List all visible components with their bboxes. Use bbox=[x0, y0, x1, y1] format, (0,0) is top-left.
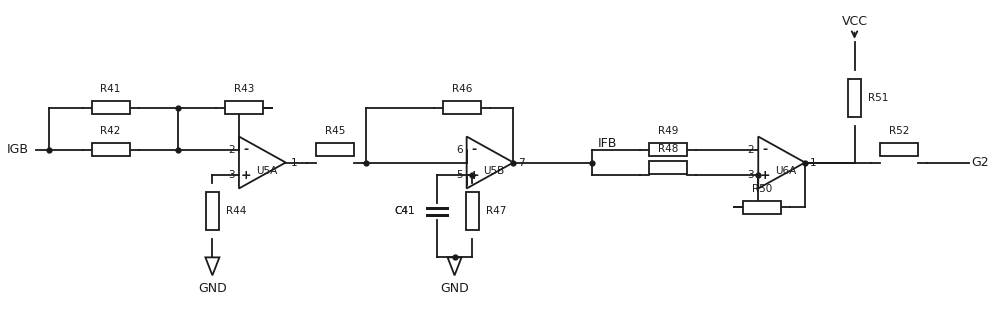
Text: 2: 2 bbox=[228, 144, 235, 155]
Text: IFB: IFB bbox=[598, 137, 617, 149]
Text: -: - bbox=[243, 143, 249, 156]
Text: R52: R52 bbox=[889, 126, 910, 136]
Text: +: + bbox=[468, 169, 479, 182]
Text: R48: R48 bbox=[658, 144, 678, 154]
Text: R47: R47 bbox=[486, 206, 506, 216]
Text: +: + bbox=[241, 169, 251, 182]
Text: C41: C41 bbox=[394, 206, 415, 216]
FancyBboxPatch shape bbox=[649, 143, 687, 156]
Text: +: + bbox=[760, 169, 771, 182]
Text: R50: R50 bbox=[752, 184, 772, 194]
Text: GND: GND bbox=[440, 282, 469, 295]
Text: R49: R49 bbox=[658, 126, 678, 136]
Text: U5A: U5A bbox=[256, 166, 277, 176]
FancyBboxPatch shape bbox=[225, 101, 263, 114]
Text: 1: 1 bbox=[291, 158, 297, 167]
FancyBboxPatch shape bbox=[649, 161, 687, 174]
Text: IGB: IGB bbox=[7, 143, 29, 156]
FancyBboxPatch shape bbox=[880, 143, 918, 156]
Text: R45: R45 bbox=[325, 126, 345, 136]
Text: R46: R46 bbox=[452, 84, 472, 94]
Text: -: - bbox=[763, 143, 768, 156]
Text: VCC: VCC bbox=[842, 15, 868, 28]
Text: 3: 3 bbox=[228, 170, 235, 181]
Text: 3: 3 bbox=[748, 170, 754, 181]
Text: 5: 5 bbox=[456, 170, 463, 181]
Text: 1: 1 bbox=[810, 158, 817, 167]
FancyBboxPatch shape bbox=[443, 101, 481, 114]
Text: U6A: U6A bbox=[775, 166, 796, 176]
FancyBboxPatch shape bbox=[848, 79, 861, 116]
Text: -: - bbox=[471, 143, 476, 156]
Text: C41: C41 bbox=[394, 206, 415, 216]
Text: R41: R41 bbox=[100, 84, 121, 94]
Text: R51: R51 bbox=[868, 92, 888, 103]
Text: GND: GND bbox=[198, 282, 227, 295]
Text: 2: 2 bbox=[748, 144, 754, 155]
Text: R43: R43 bbox=[234, 84, 255, 94]
Text: R42: R42 bbox=[100, 126, 121, 136]
Text: 7: 7 bbox=[518, 158, 525, 167]
Text: R44: R44 bbox=[226, 206, 246, 216]
Text: 6: 6 bbox=[456, 144, 463, 155]
FancyBboxPatch shape bbox=[92, 101, 130, 114]
FancyBboxPatch shape bbox=[206, 192, 219, 230]
Text: G2: G2 bbox=[971, 156, 989, 169]
FancyBboxPatch shape bbox=[466, 192, 479, 230]
FancyBboxPatch shape bbox=[316, 143, 354, 156]
FancyBboxPatch shape bbox=[743, 201, 781, 214]
Text: U5B: U5B bbox=[483, 166, 505, 176]
FancyBboxPatch shape bbox=[92, 143, 130, 156]
